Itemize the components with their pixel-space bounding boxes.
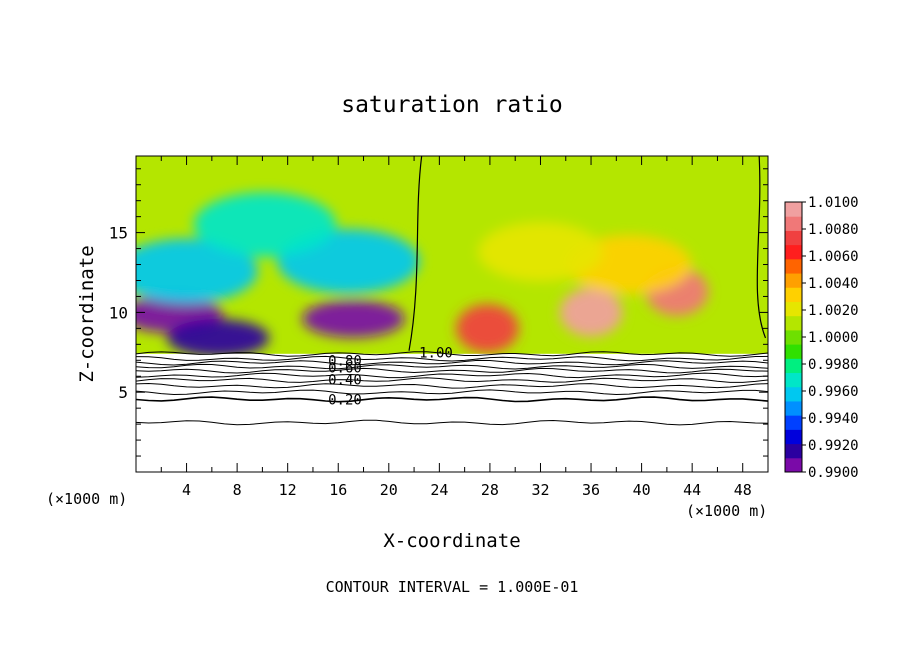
x-ticks: 4 8 12 16 20 24 28 32 36 40 44 48 bbox=[160, 156, 752, 499]
colorbar-swatch bbox=[785, 202, 802, 217]
contour-label: 0.60 bbox=[328, 360, 362, 376]
contour-label: 0.20 bbox=[328, 392, 362, 408]
x-tick-label: 48 bbox=[734, 481, 752, 499]
colorbar-label: 1.0020 bbox=[808, 303, 859, 319]
x-tick-label: 36 bbox=[582, 481, 600, 499]
x-tick-label: 32 bbox=[531, 481, 549, 499]
y-tick-label: 5 bbox=[118, 383, 128, 402]
x-tick-label: 8 bbox=[233, 481, 242, 499]
colorbar-label: 0.9900 bbox=[808, 465, 859, 481]
plot-area bbox=[136, 156, 768, 472]
contour-line bbox=[136, 419, 768, 426]
colorbar-label: 1.0100 bbox=[808, 195, 859, 211]
contour-label: 0.40 bbox=[328, 372, 362, 388]
chart-title: saturation ratio bbox=[341, 92, 563, 118]
contour-lines bbox=[136, 156, 768, 426]
y-axis-label: Z-coordinate bbox=[76, 245, 98, 382]
colorbar-label: 1.0060 bbox=[808, 249, 859, 265]
y-tick-label: 10 bbox=[109, 303, 128, 322]
high-region bbox=[456, 304, 519, 353]
x-axis-label: X-coordinate bbox=[383, 530, 520, 552]
contour-line bbox=[136, 377, 768, 383]
colorbar-swatch bbox=[785, 301, 802, 317]
contour-line bbox=[408, 156, 423, 351]
field-regions bbox=[136, 192, 709, 357]
x-tick-label: 4 bbox=[182, 481, 191, 499]
colorbar-swatch bbox=[785, 372, 802, 388]
colorbar-label: 0.9960 bbox=[808, 384, 859, 400]
colorbar-label: 1.0040 bbox=[808, 276, 859, 292]
colorbar-swatch bbox=[785, 386, 802, 402]
low-region bbox=[193, 192, 337, 257]
plot-frame bbox=[135, 155, 769, 473]
x-unit-right: (×1000 m) bbox=[686, 502, 767, 520]
colorbar-swatch bbox=[785, 287, 802, 302]
contour-labels: 1.00 0.800.600.40 0.20 bbox=[328, 345, 453, 408]
x-tick-label: 44 bbox=[683, 481, 701, 499]
colorbar-swatch bbox=[785, 415, 802, 430]
high-region bbox=[477, 222, 604, 282]
colorbar-swatch bbox=[785, 329, 802, 345]
contour-line bbox=[136, 363, 768, 370]
colorbar: 1.0100 1.0080 1.0060 1.0040 1.0020 1.0000 0.99… bbox=[784, 195, 859, 481]
x-tick-label: 12 bbox=[279, 481, 297, 499]
colorbar-swatch bbox=[785, 358, 802, 374]
colorbar-swatch bbox=[785, 344, 802, 359]
low-region bbox=[302, 299, 405, 338]
colorbar-swatch bbox=[785, 443, 802, 459]
colorbar-swatch bbox=[785, 216, 802, 231]
saturation-field bbox=[136, 156, 768, 472]
colorbar-swatch bbox=[785, 244, 802, 260]
contour-line bbox=[136, 396, 768, 403]
colorbar-swatch bbox=[785, 457, 802, 473]
colorbar-swatch bbox=[785, 315, 802, 331]
colorbar-swatch bbox=[785, 273, 802, 288]
x-tick-label: 24 bbox=[430, 481, 448, 499]
contour-line bbox=[136, 382, 768, 389]
colorbar-swatch bbox=[785, 230, 802, 246]
contour-line bbox=[136, 389, 768, 396]
colorbar-swatch bbox=[785, 400, 802, 416]
x-tick-label: 40 bbox=[633, 481, 651, 499]
contour-label: 1.00 bbox=[419, 345, 453, 361]
contour-line bbox=[756, 156, 767, 339]
y-ticks: 5 10 15 bbox=[109, 168, 768, 457]
colorbar-swatch bbox=[785, 258, 802, 274]
low-region bbox=[166, 319, 270, 357]
colorbar-label: 1.0080 bbox=[808, 222, 859, 238]
colorbar-label: 0.9920 bbox=[808, 438, 859, 454]
contour-line bbox=[136, 372, 768, 379]
x-tick-label: 20 bbox=[380, 481, 398, 499]
high-region bbox=[559, 288, 623, 337]
subsurface bbox=[136, 353, 768, 472]
x-tick-label: 28 bbox=[481, 481, 499, 499]
colorbar-swatch bbox=[785, 429, 802, 445]
low-region bbox=[136, 238, 258, 304]
contour-line bbox=[136, 355, 768, 362]
contour-interval-note: CONTOUR INTERVAL = 1.000E-01 bbox=[326, 578, 579, 596]
contour-line bbox=[136, 359, 768, 366]
colorbar-label: 0.9980 bbox=[808, 357, 859, 373]
y-tick-label: 15 bbox=[109, 224, 128, 243]
contour-label: 0.80 bbox=[328, 353, 362, 369]
x-tick-label: 16 bbox=[329, 481, 347, 499]
contour-line bbox=[136, 351, 768, 357]
x-unit-left: (×1000 m) bbox=[46, 490, 127, 508]
colorbar-label: 1.0000 bbox=[808, 330, 859, 346]
contour-line bbox=[136, 367, 768, 374]
colorbar-label: 0.9940 bbox=[808, 411, 859, 427]
